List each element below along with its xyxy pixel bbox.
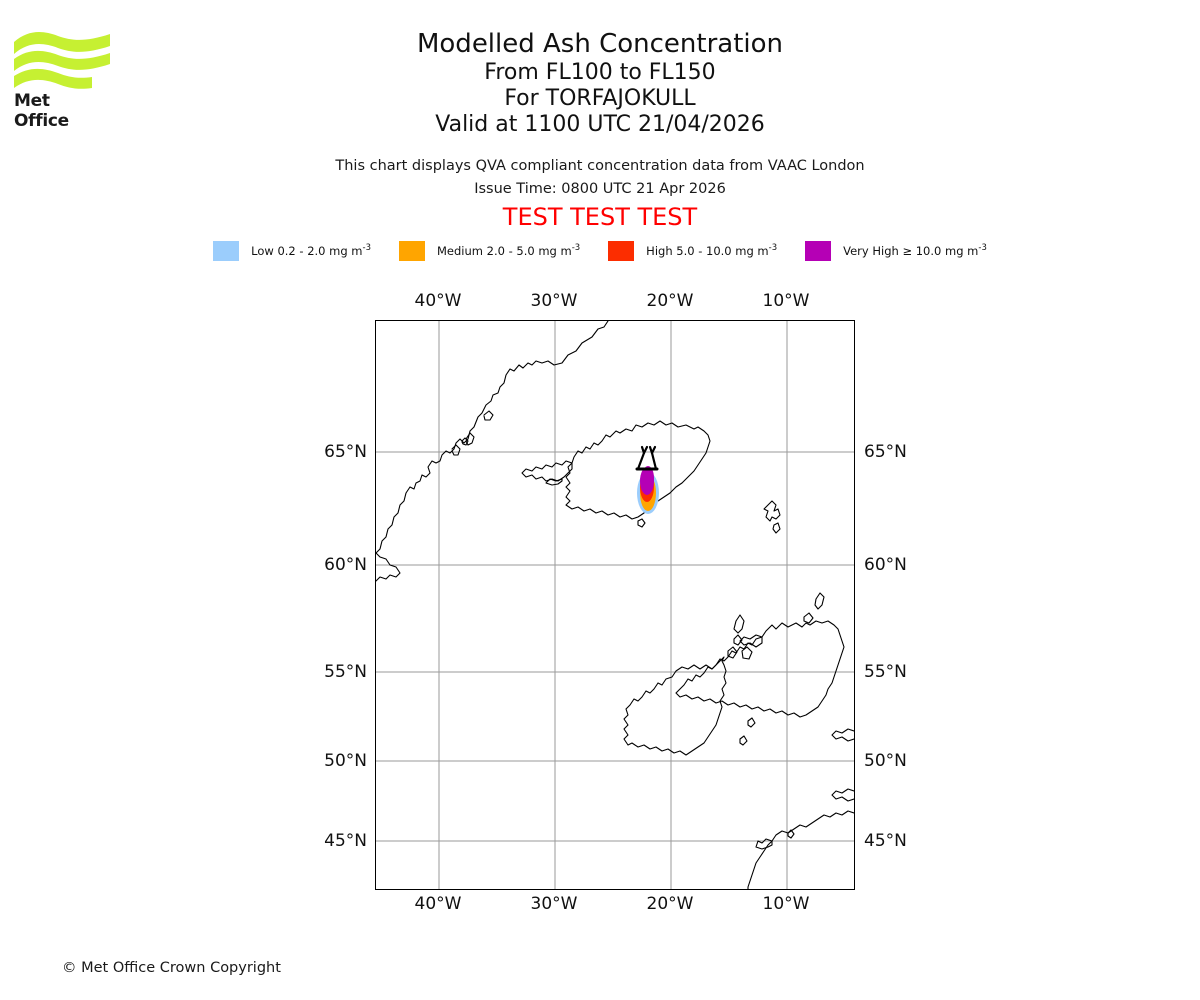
shetland-islands <box>814 592 825 610</box>
notice-block: This chart displays QVA compliant concen… <box>0 156 1200 232</box>
legend-item-medium: Medium 2.0 - 5.0 mg m-3 <box>398 241 581 261</box>
met-office-wave-icon <box>14 32 110 89</box>
lat-tick-right-45n: 45°N <box>864 831 907 851</box>
page-title: Modelled Ash Concentration <box>416 29 784 59</box>
iceland-vestmann <box>637 518 646 528</box>
channel-islands <box>787 829 795 839</box>
iceland-westfjords <box>521 460 573 482</box>
copyright-notice: © Met Office Crown Copyright <box>62 960 281 976</box>
lon-tick-top-20w: 20°W <box>646 291 694 311</box>
iceland-coastline <box>565 420 711 520</box>
faroe-small <box>772 522 781 534</box>
iceland-snaefell <box>545 478 563 486</box>
greenland-fjord-b <box>451 444 461 456</box>
brittany-tip <box>755 838 773 850</box>
lat-tick-left-60n: 60°N <box>324 555 367 575</box>
lon-tick-top-40w: 40°W <box>414 291 462 311</box>
lon-tick-bottom-30w: 30°W <box>530 894 578 914</box>
hebrides-outer <box>733 614 745 634</box>
lon-tick-bottom-10w: 10°W <box>762 894 810 914</box>
lat-tick-right-50n: 50°N <box>864 751 907 771</box>
faroe-islands <box>763 500 781 522</box>
legend-label-medium: Medium 2.0 - 5.0 mg m-3 <box>436 243 581 258</box>
isle-of-man <box>747 717 756 728</box>
skye-island <box>741 646 753 660</box>
legend-label-low: Low 0.2 - 2.0 mg m-3 <box>251 243 371 258</box>
issue-time: Issue Time: 0800 UTC 21 Apr 2026 <box>474 181 726 197</box>
legend-label-very-high: Very High ≥ 10.0 mg m-3 <box>843 243 987 258</box>
lon-tick-bottom-20w: 20°W <box>646 894 694 914</box>
france-coastline <box>747 810 854 889</box>
lon-tick-bottom-40w: 40°W <box>414 894 462 914</box>
lon-tick-top-30w: 30°W <box>530 291 578 311</box>
map-graticule <box>376 321 854 889</box>
qva-notice: This chart displays QVA compliant concen… <box>335 158 865 174</box>
greenland-fjord-a <box>465 432 475 446</box>
lat-tick-left-65n: 65°N <box>324 442 367 462</box>
met-office-logo: Met Office <box>14 28 110 131</box>
great-britain-coastline <box>675 620 845 718</box>
greenland-island-b <box>461 437 469 446</box>
greenland-island-a <box>483 410 494 421</box>
lat-tick-right-65n: 65°N <box>864 442 907 462</box>
anglesey-island <box>739 735 748 746</box>
lat-tick-right-60n: 60°N <box>864 555 907 575</box>
greenland-south-coast <box>376 552 401 582</box>
concentration-legend: Low 0.2 - 2.0 mg m-3 Medium 2.0 - 5.0 mg… <box>0 241 1200 261</box>
plume-core <box>642 466 654 490</box>
scotland-west-coast <box>739 634 763 648</box>
legend-swatch-low <box>213 241 240 261</box>
netherlands-coast <box>831 728 854 742</box>
flight-level-range: From FL100 to FL150 <box>484 60 716 85</box>
ash-plume <box>637 466 659 514</box>
legend-swatch-medium <box>398 241 425 261</box>
ireland-coastline <box>623 656 727 756</box>
biscay-coast <box>831 788 854 802</box>
legend-item-high: High 5.0 - 10.0 mg m-3 <box>608 241 777 261</box>
coastlines <box>376 321 854 889</box>
met-office-logo-text: Met Office <box>14 91 69 131</box>
legend-item-very-high: Very High ≥ 10.0 mg m-3 <box>805 241 987 261</box>
legend-swatch-high <box>608 241 635 261</box>
volcano-marker-icon <box>635 445 659 471</box>
lat-tick-left-55n: 55°N <box>324 662 367 682</box>
lat-tick-left-45n: 45°N <box>324 831 367 851</box>
greenland-coastline <box>376 321 609 554</box>
lon-tick-top-10w: 10°W <box>762 291 810 311</box>
hebrides-inner-b <box>727 646 738 659</box>
hebrides-inner-a <box>733 634 743 646</box>
legend-label-high: High 5.0 - 10.0 mg m-3 <box>646 243 778 258</box>
ash-concentration-map[interactable] <box>375 320 855 890</box>
map-canvas <box>376 321 854 889</box>
legend-item-low: Low 0.2 - 2.0 mg m-3 <box>213 241 371 261</box>
orkney-islands <box>803 612 814 624</box>
legend-swatch-very-high <box>805 241 832 261</box>
lat-tick-right-55n: 55°N <box>864 662 907 682</box>
volcano-name: For TORFAJOKULL <box>504 86 696 111</box>
test-banner: TEST TEST TEST <box>502 203 698 231</box>
lat-tick-left-50n: 50°N <box>324 751 367 771</box>
valid-time: Valid at 1100 UTC 21/04/2026 <box>435 112 765 137</box>
chart-title-block: Modelled Ash Concentration From FL100 to… <box>0 28 1200 138</box>
